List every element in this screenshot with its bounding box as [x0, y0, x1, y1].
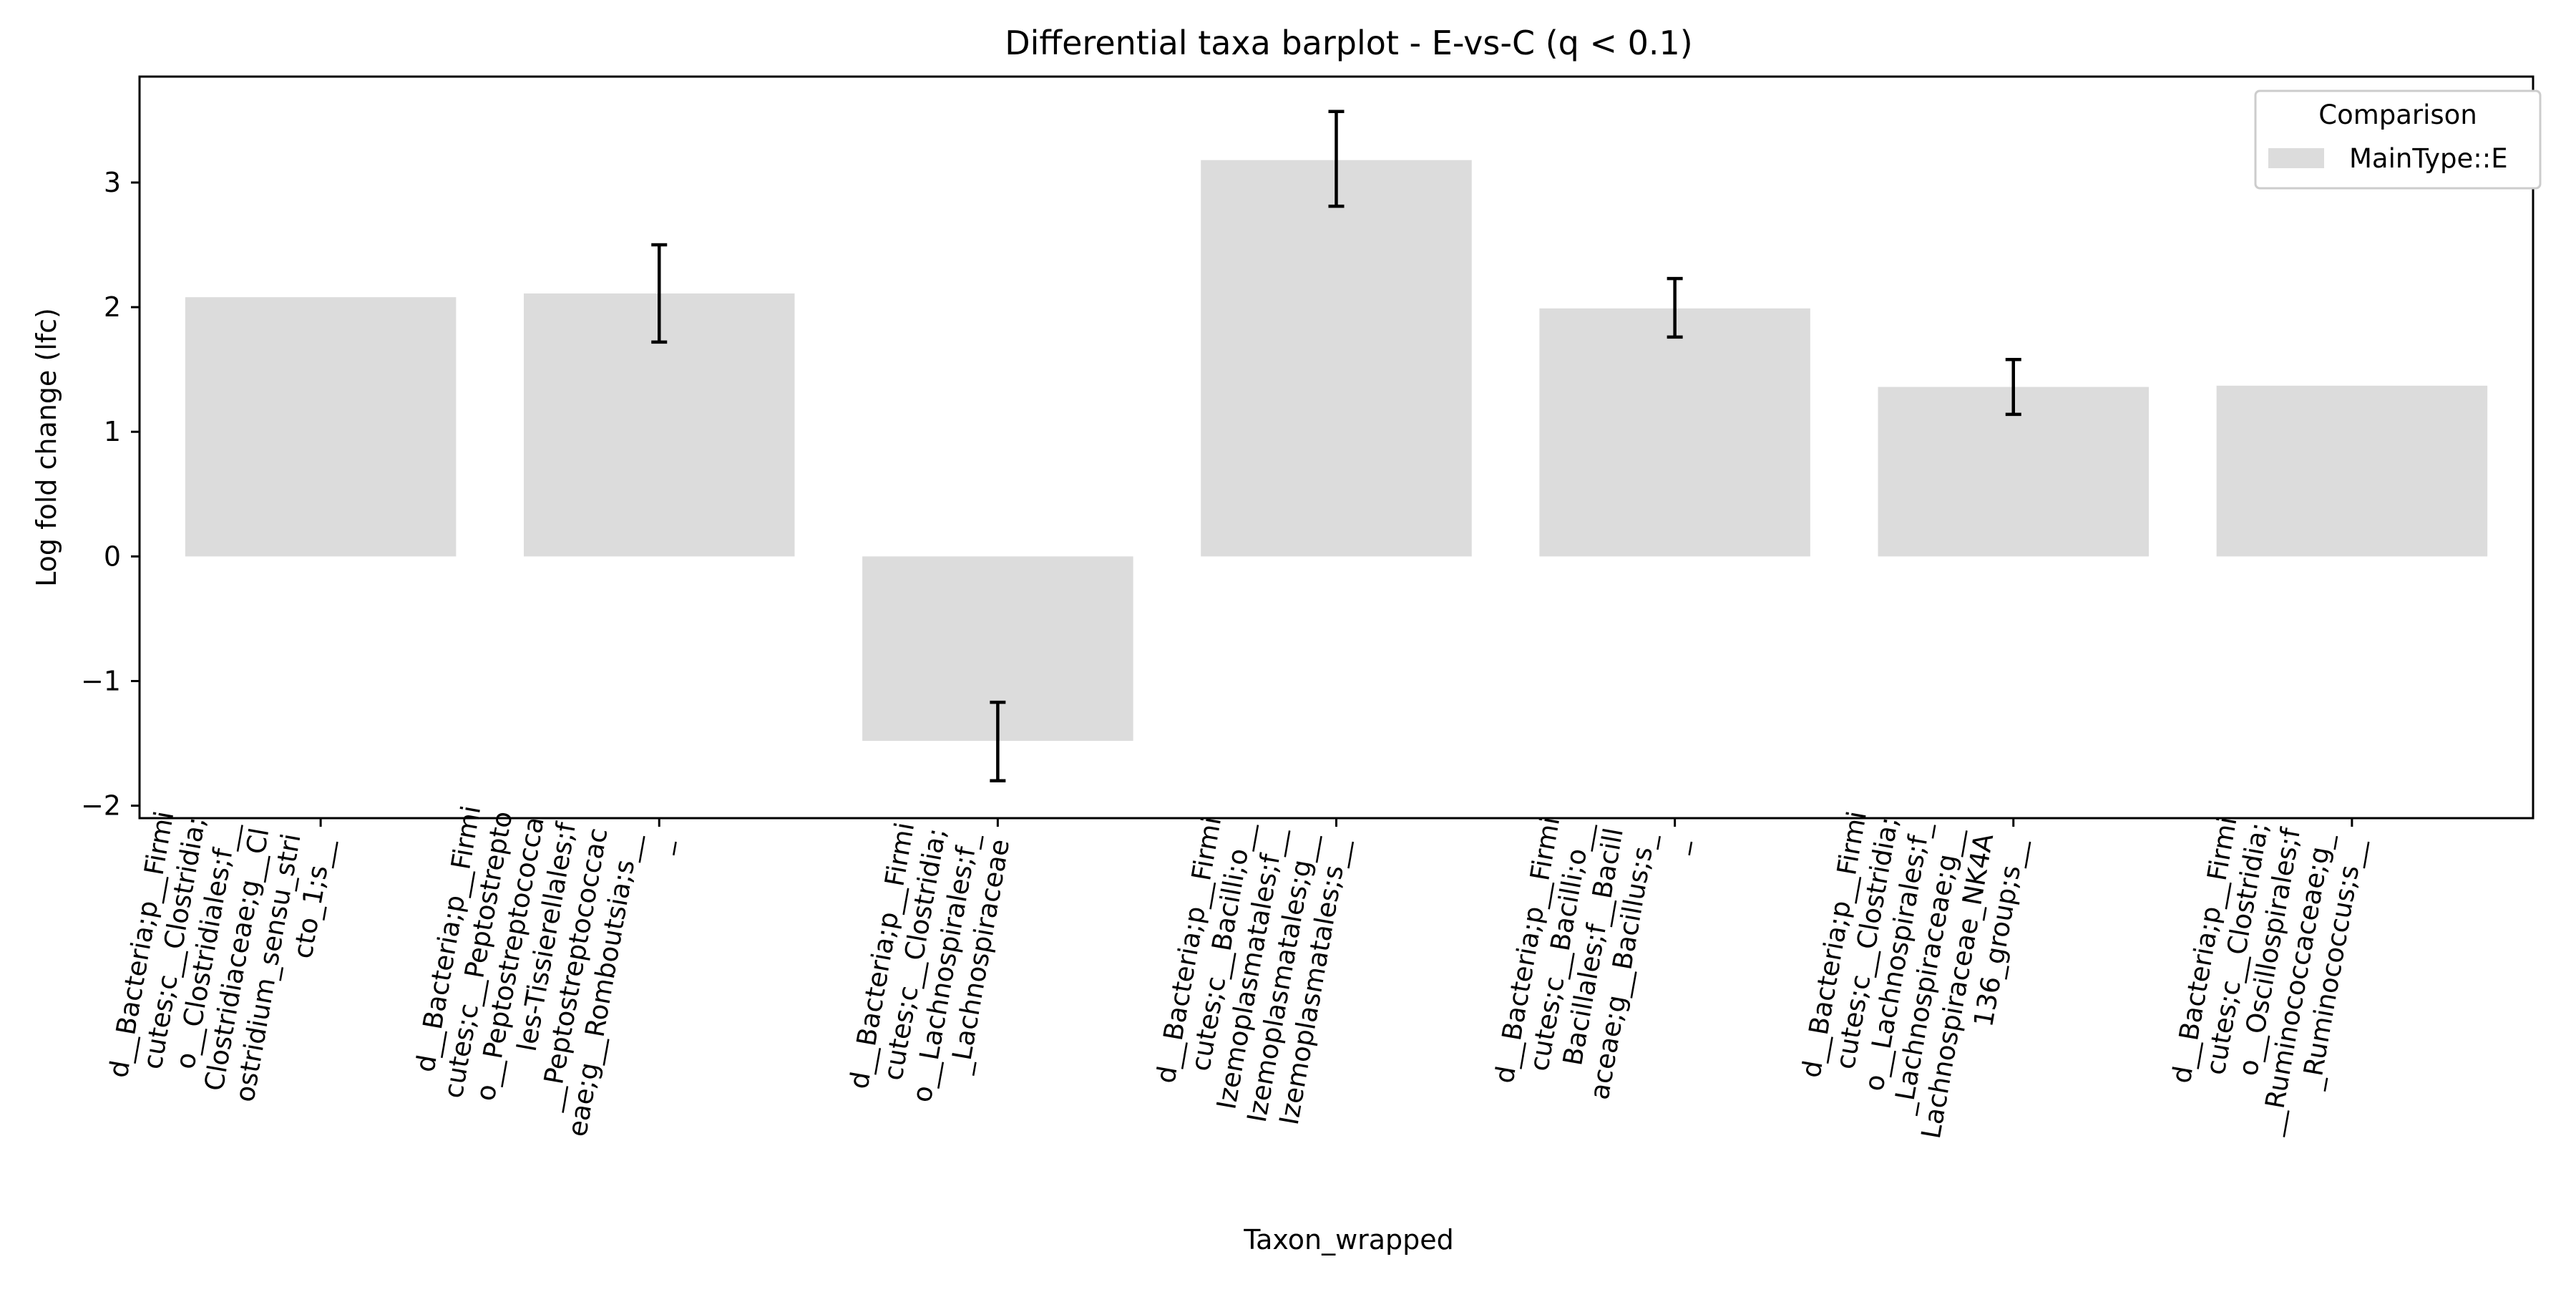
y-axis-label: Log fold change (lfc): [31, 308, 62, 587]
y-tick-label: −2: [81, 790, 121, 822]
legend-entry-label: MainType::E: [2349, 143, 2508, 174]
bar: [185, 297, 457, 557]
bar: [1539, 308, 1810, 557]
bar: [2216, 385, 2488, 557]
chart-title: Differential taxa barplot - E-vs-C (q < …: [1005, 24, 1693, 62]
legend-swatch: [2268, 148, 2324, 168]
y-tick-label: 2: [104, 291, 121, 323]
x-axis-label: Taxon_wrapped: [1243, 1224, 1454, 1255]
y-tick-label: −1: [81, 665, 121, 696]
legend-title: Comparison: [2318, 99, 2477, 130]
legend: Comparison MainType::E: [2254, 89, 2542, 190]
legend-frame: [2254, 89, 2542, 190]
y-tick-label: 1: [104, 416, 121, 447]
bar: [1201, 160, 1472, 557]
y-tick-label: 3: [104, 167, 121, 198]
y-tick-label: 0: [104, 540, 121, 572]
